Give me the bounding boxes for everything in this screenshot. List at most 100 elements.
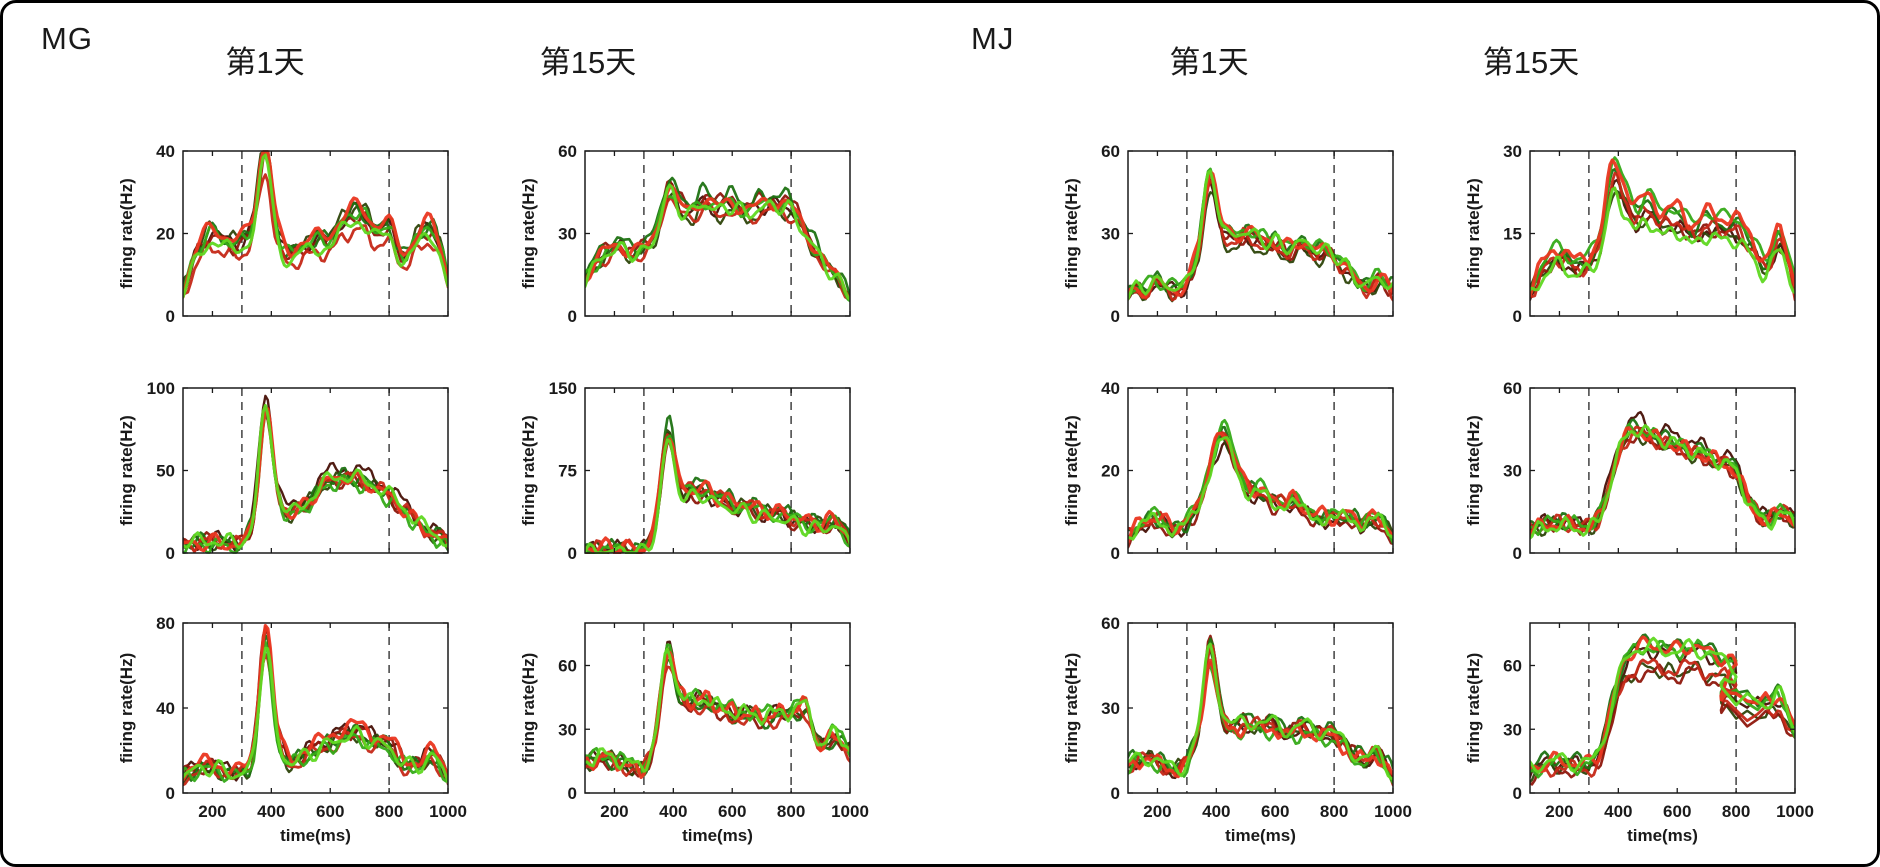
svg-text:150: 150 — [549, 379, 577, 398]
y-tick-labels: 0 30 60 — [558, 657, 577, 804]
svg-text:60: 60 — [1101, 614, 1120, 633]
svg-text:0: 0 — [1111, 784, 1120, 803]
axes-frame — [1529, 622, 1796, 794]
y-axis-label: firing rate(Hz) — [117, 178, 136, 289]
svg-text:30: 30 — [1101, 225, 1120, 244]
svg-text:1000: 1000 — [831, 802, 869, 821]
subplot-mg-day15-row1: 0 30 60 firing rate(Hz) — [510, 141, 875, 331]
dashed-reference-lines — [643, 388, 792, 553]
svg-text:30: 30 — [558, 720, 577, 739]
traces — [1530, 156, 1795, 302]
svg-text:0: 0 — [1111, 307, 1120, 326]
svg-text:50: 50 — [156, 462, 175, 481]
axes-frame — [1127, 387, 1394, 554]
svg-text:30: 30 — [558, 225, 577, 244]
svg-text:30: 30 — [1101, 699, 1120, 718]
svg-text:20: 20 — [1101, 462, 1120, 481]
svg-text:0: 0 — [166, 784, 175, 803]
axes-frame — [182, 150, 449, 317]
subplot-mj-day15-row1: 0 15 30 firing rate(Hz) — [1455, 141, 1820, 331]
svg-text:400: 400 — [1202, 802, 1230, 821]
svg-text:20: 20 — [156, 225, 175, 244]
svg-text:600: 600 — [316, 802, 344, 821]
subplot-mg-day15-row2: 0 75 150 firing rate(Hz) — [510, 378, 875, 568]
subplot-mg-day1-row1: 0 20 40 firing rate(Hz) — [108, 141, 473, 331]
svg-text:600: 600 — [1261, 802, 1289, 821]
svg-text:1000: 1000 — [1776, 802, 1814, 821]
y-axis-label: firing rate(Hz) — [117, 653, 136, 764]
svg-text:0: 0 — [1513, 544, 1522, 563]
svg-text:60: 60 — [1503, 657, 1522, 676]
svg-text:40: 40 — [156, 699, 175, 718]
svg-text:600: 600 — [1663, 802, 1691, 821]
axes-frame — [1529, 387, 1796, 554]
chart-svg: 0 20 40 firing rate(Hz) — [1062, 379, 1394, 563]
y-tick-labels: 0 50 100 — [147, 379, 175, 563]
svg-text:200: 200 — [1143, 802, 1171, 821]
y-tick-labels: 0 15 30 — [1503, 142, 1522, 326]
y-tick-labels: 0 30 60 — [558, 142, 577, 326]
traces — [183, 150, 448, 299]
chart-svg: 0 40 80 firing rate(Hz) 200 400 600 800 1000 time… — [117, 614, 467, 845]
svg-text:400: 400 — [1604, 802, 1632, 821]
group-label-mj: MJ — [971, 21, 1015, 56]
chart-svg: 0 30 60 firing rate(Hz) 200 400 600 800 1000 time… — [1464, 622, 1814, 845]
svg-text:15: 15 — [1503, 225, 1522, 244]
traces — [183, 394, 448, 554]
group-label-mg: MG — [41, 21, 93, 56]
y-axis-label: firing rate(Hz) — [1464, 178, 1483, 289]
x-tick-labels: 200 400 600 800 1000 — [1545, 802, 1814, 821]
axes-frame — [182, 622, 449, 794]
svg-text:800: 800 — [1722, 802, 1750, 821]
y-tick-labels: 0 20 40 — [156, 142, 175, 326]
subplot-mj-day1-row3: 0 30 60 firing rate(Hz) 200 400 600 800 1000 time… — [1053, 613, 1418, 853]
svg-text:0: 0 — [166, 307, 175, 326]
svg-text:200: 200 — [600, 802, 628, 821]
svg-text:60: 60 — [1503, 379, 1522, 398]
traces — [183, 624, 448, 787]
svg-text:0: 0 — [568, 544, 577, 563]
subplot-mj-day1-row2: 0 20 40 firing rate(Hz) — [1053, 378, 1418, 568]
traces — [1128, 167, 1393, 303]
svg-text:200: 200 — [1545, 802, 1573, 821]
traces — [1530, 410, 1795, 540]
y-axis-label: firing rate(Hz) — [1464, 415, 1483, 526]
svg-text:600: 600 — [718, 802, 746, 821]
svg-text:1000: 1000 — [1374, 802, 1412, 821]
y-tick-labels: 0 30 60 — [1503, 657, 1522, 804]
y-tick-labels: 0 30 60 — [1101, 142, 1120, 326]
y-tick-labels: 0 30 60 — [1503, 379, 1522, 563]
svg-text:400: 400 — [659, 802, 687, 821]
dashed-reference-lines — [643, 151, 792, 316]
chart-svg: 0 50 100 firing rate(Hz) — [117, 379, 449, 563]
y-axis-label: firing rate(Hz) — [519, 178, 538, 289]
y-axis-label: firing rate(Hz) — [1062, 653, 1081, 764]
x-axis-label: time(ms) — [1627, 826, 1698, 845]
column-title-mj-day15: 第15天 — [1482, 45, 1580, 80]
svg-text:800: 800 — [1320, 802, 1348, 821]
svg-text:0: 0 — [1513, 784, 1522, 803]
x-axis-label: time(ms) — [682, 826, 753, 845]
x-tick-labels: 200 400 600 800 1000 — [198, 802, 467, 821]
svg-text:0: 0 — [1111, 544, 1120, 563]
subplot-mj-day15-row2: 0 30 60 firing rate(Hz) — [1455, 378, 1820, 568]
traces — [585, 176, 850, 303]
axes-frame — [584, 387, 851, 554]
subplot-mj-day1-row1: 0 30 60 firing rate(Hz) — [1053, 141, 1418, 331]
traces — [585, 414, 850, 554]
traces — [1530, 633, 1795, 786]
chart-svg: 0 30 60 firing rate(Hz) — [519, 142, 851, 326]
traces — [1128, 419, 1393, 549]
chart-svg: 0 30 60 firing rate(Hz) — [1464, 379, 1796, 563]
chart-svg: 0 30 60 firing rate(Hz) 200 400 600 800 1000 time… — [1062, 614, 1412, 845]
y-axis-label: firing rate(Hz) — [1062, 178, 1081, 289]
chart-svg: 0 20 40 firing rate(Hz) — [117, 142, 449, 326]
traces — [1128, 634, 1393, 787]
svg-text:400: 400 — [257, 802, 285, 821]
svg-text:800: 800 — [777, 802, 805, 821]
svg-text:0: 0 — [1513, 307, 1522, 326]
subplot-mg-day1-row2: 0 50 100 firing rate(Hz) — [108, 378, 473, 568]
svg-text:0: 0 — [568, 784, 577, 803]
svg-text:40: 40 — [1101, 379, 1120, 398]
svg-text:100: 100 — [147, 379, 175, 398]
